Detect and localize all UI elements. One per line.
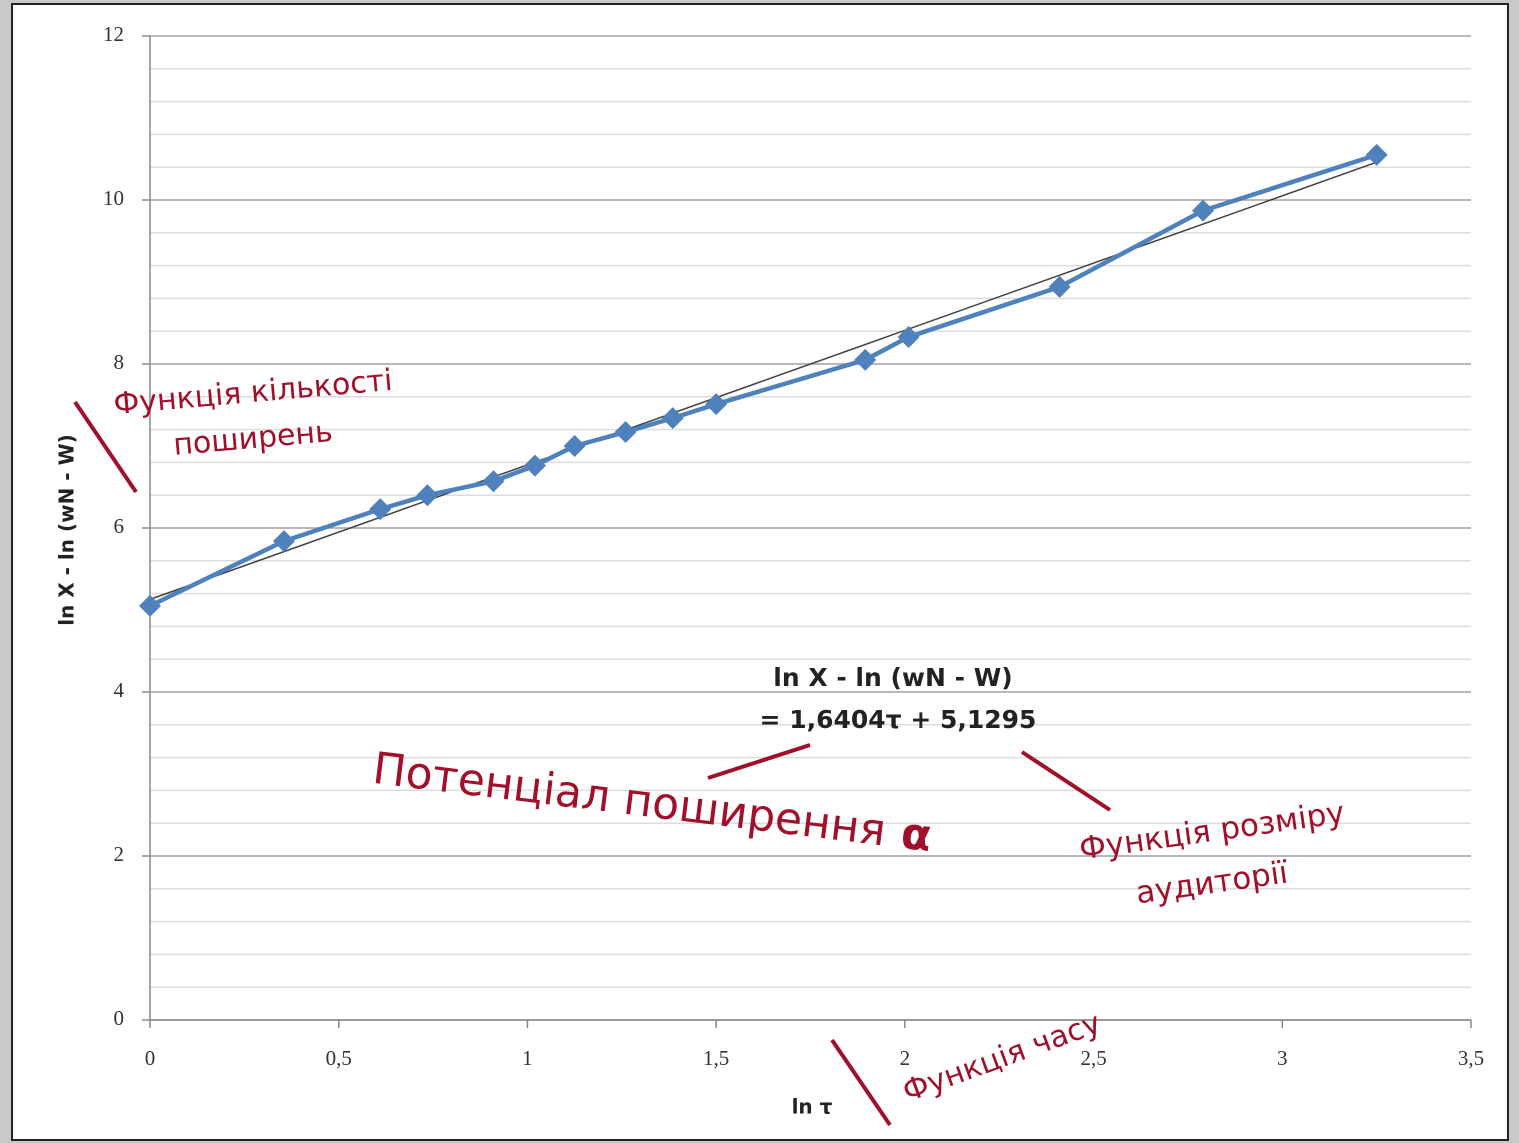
y-axis-title: ln X - ln (wN - W) [55,434,79,626]
annotation-strokes [73,400,1112,1127]
y-tick-label: 8 [114,350,125,374]
x-tick-label: 2 [900,1046,911,1070]
annotation-symbol: α [898,808,934,862]
y-tick-label: 12 [103,22,124,46]
x-tick-label: 0 [145,1046,156,1070]
annotation-stroke [73,400,138,494]
y-tick-label: 10 [103,186,124,210]
x-tick-label: 3,5 [1458,1046,1484,1070]
data-point [1048,275,1071,298]
annotation-stroke [830,1038,892,1127]
y-tick-label: 2 [114,842,125,866]
y-tick-label: 6 [114,514,125,538]
data-point [272,530,295,553]
data-point [661,407,684,430]
x-axis-title: ln τ [792,1095,833,1119]
y-tick-label: 4 [114,678,125,702]
chart-frame [11,3,1509,1141]
data-point [1365,143,1388,166]
x-tick-label: 2,5 [1080,1046,1106,1070]
data-point [614,421,637,444]
y-tick-label: 0 [114,1006,125,1030]
data-point [416,484,439,507]
data-point [563,435,586,457]
data-point [482,470,505,493]
data-point [705,393,728,416]
annotation-stroke [1020,750,1112,812]
x-tick-label: 0,5 [326,1046,352,1070]
data-point [369,498,392,521]
data-point [139,594,161,617]
trendline [149,161,1377,601]
data-point [897,325,920,348]
x-tick-label: 1 [522,1046,533,1070]
data-point [523,454,546,477]
equation-line: = 1,6404τ + 5,1295 [760,705,1037,734]
equation-line: ln X - ln (wN - W) [773,663,1012,692]
annotation-stroke [707,743,811,780]
x-tick-label: 3 [1277,1046,1288,1070]
data-point [1192,199,1215,222]
x-tick-label: 1,5 [703,1046,729,1070]
data-point [854,348,877,371]
